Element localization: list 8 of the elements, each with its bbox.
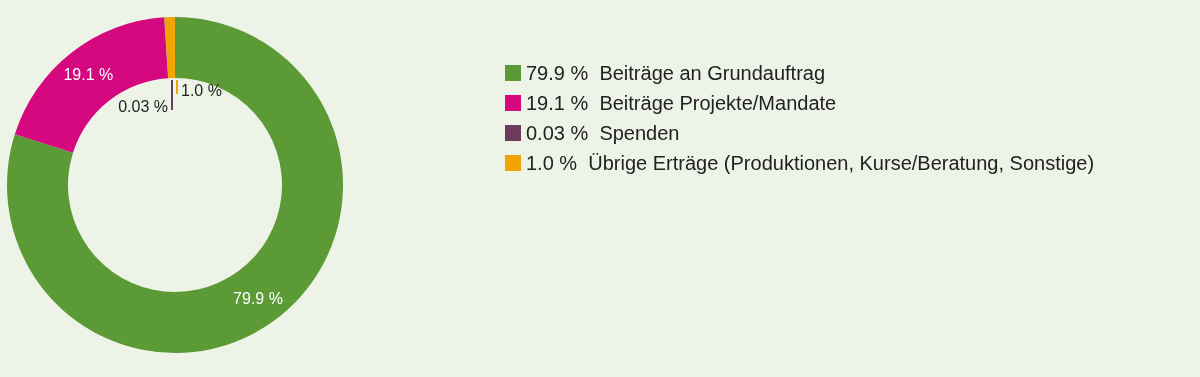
data-label: 79.9 %	[233, 289, 283, 307]
legend-label: 1.0 % Übrige Erträge (Produktionen, Kurse/Beratung, Sonstige)	[526, 152, 1095, 174]
data-label: 19.1 %	[63, 65, 114, 83]
legend-label: 19.1 % Beiträge Projekte/Mandate	[526, 92, 837, 114]
legend-label: 79.9 % Beiträge an Grundauftrag	[526, 62, 826, 84]
data-label: 0.03 %	[118, 97, 168, 115]
legend-label: 0.03 % Spenden	[526, 122, 680, 144]
data-label: 1.0 %	[181, 81, 222, 99]
